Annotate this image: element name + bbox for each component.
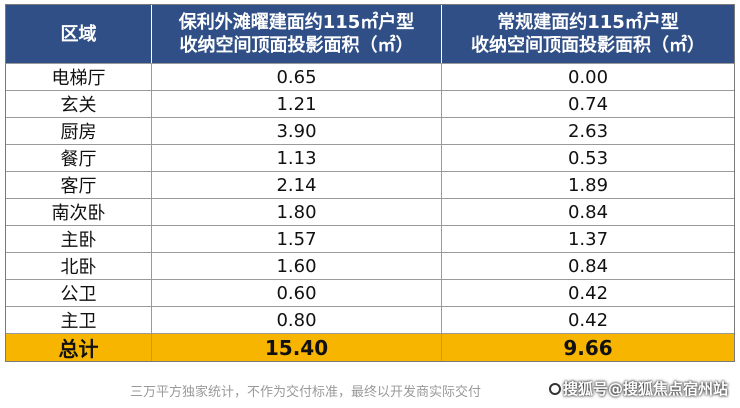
total-label: 总计: [6, 333, 152, 361]
row-area: 南次卧: [6, 198, 152, 225]
row-value-baoli: 1.80: [152, 198, 442, 225]
table-body: 电梯厅 0.65 0.00 玄关 1.21 0.74 厨房 3.90 2.63 餐厅 1.13 0.5…: [6, 63, 734, 333]
header-col-baoli-line1: 保利外滩曜建面约115㎡户型: [178, 12, 415, 33]
footer-note: 三万平方独家统计，不作为交付标准，最终以开发商实际交付: [130, 385, 482, 400]
sohu-logo-icon: [548, 382, 561, 395]
row-area: 电梯厅: [6, 63, 152, 90]
table-total-row: 总计 15.40 9.66: [6, 333, 734, 361]
row-value-baoli: 2.14: [152, 171, 442, 198]
header-col-baoli: 保利外滩曜建面约115㎡户型 收纳空间顶面投影面积（㎡）: [152, 5, 442, 63]
row-value-baoli: 1.13: [152, 144, 442, 171]
row-area: 餐厅: [6, 144, 152, 171]
header-area: 区域: [6, 5, 152, 63]
total-value-regular: 9.66: [442, 333, 734, 361]
row-value-regular: 0.53: [442, 144, 734, 171]
row-area: 公卫: [6, 279, 152, 306]
row-value-regular: 0.00: [442, 63, 734, 90]
row-area: 客厅: [6, 171, 152, 198]
header-col-baoli-line2: 收纳空间顶面投影面积（㎡）: [179, 35, 414, 56]
source-watermark: 搜狐号@搜狐焦点宿州站: [548, 378, 728, 399]
header-col-regular: 常规建面约115㎡户型 收纳空间顶面投影面积（㎡）: [442, 5, 734, 63]
row-value-baoli: 0.80: [152, 306, 442, 333]
row-value-baoli: 1.21: [152, 90, 442, 117]
row-value-regular: 0.42: [442, 306, 734, 333]
header-col-regular-line2: 收纳空间顶面投影面积（㎡）: [471, 35, 705, 56]
row-value-regular: 2.63: [442, 117, 734, 144]
row-value-regular: 0.84: [442, 252, 734, 279]
row-value-regular: 1.37: [442, 225, 734, 252]
source-text: 搜狐号@搜狐焦点宿州站: [562, 380, 728, 398]
row-value-regular: 0.42: [442, 279, 734, 306]
row-area: 厨房: [6, 117, 152, 144]
row-value-regular: 0.84: [442, 198, 734, 225]
row-value-regular: 1.89: [442, 171, 734, 198]
header-col-regular-line1: 常规建面约115㎡户型: [497, 12, 679, 33]
total-value-baoli: 15.40: [152, 333, 442, 361]
row-value-baoli: 3.90: [152, 117, 442, 144]
row-area: 主卫: [6, 306, 152, 333]
row-value-baoli: 1.60: [152, 252, 442, 279]
row-area: 主卧: [6, 225, 152, 252]
table-header-row: 区域 保利外滩曜建面约115㎡户型 收纳空间顶面投影面积（㎡） 常规建面约115…: [6, 5, 734, 63]
row-area: 北卧: [6, 252, 152, 279]
row-value-baoli: 1.57: [152, 225, 442, 252]
row-area: 玄关: [6, 90, 152, 117]
row-value-baoli: 0.65: [152, 63, 442, 90]
comparison-table: 区域 保利外滩曜建面约115㎡户型 收纳空间顶面投影面积（㎡） 常规建面约115…: [5, 4, 735, 362]
row-value-baoli: 0.60: [152, 279, 442, 306]
row-value-regular: 0.74: [442, 90, 734, 117]
